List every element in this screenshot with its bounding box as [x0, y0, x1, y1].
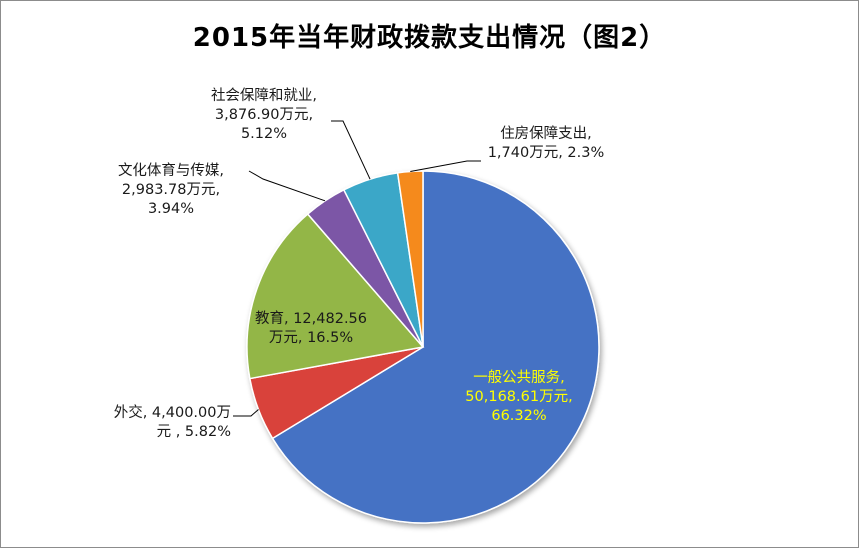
label-line: 外交, 4,400.00万: [113, 405, 231, 421]
label-line: 文化体育与传媒,: [117, 163, 225, 179]
label-line: 住房保障支出,: [500, 126, 592, 142]
chart-title: 2015年当年财政拨款支出情况（图2）: [192, 23, 667, 53]
label-line: 3,876.90万元,: [214, 107, 314, 123]
label-line: 66.32%: [491, 408, 547, 424]
pie-slice-住房保障支出: [396, 170, 424, 348]
pie-slice-一般公共服务: [271, 170, 600, 524]
label-line: 2,983.78万元,: [121, 182, 221, 198]
label-line: 50,168.61万元,: [465, 389, 573, 405]
label-教育: 教育, 12,482.56 万元, 16.5%: [241, 310, 381, 348]
label-外交: 外交, 4,400.00万 元 , 5.82%: [61, 404, 231, 442]
label-一般公共服务: 一般公共服务, 50,168.61万元, 66.32%: [439, 369, 599, 426]
leader-line-文化体育与传媒: [248, 170, 326, 202]
label-社会保障和就业: 社会保障和就业, 3,876.90万元, 5.12%: [189, 87, 339, 144]
label-line: 1,740万元, 2.3%: [487, 145, 605, 161]
label-文化体育与传媒: 文化体育与传媒, 2,983.78万元, 3.94%: [96, 162, 246, 219]
label-line: 元 , 5.82%: [156, 424, 231, 440]
leader-line-社会保障和就业: [331, 120, 371, 180]
pie-slice-教育: [246, 212, 425, 380]
label-line: 万元, 16.5%: [268, 330, 354, 346]
label-line: 一般公共服务,: [473, 370, 565, 386]
leader-line-住房保障支出: [410, 160, 481, 172]
label-line: 3.94%: [147, 201, 195, 217]
label-line: 5.12%: [240, 126, 288, 142]
label-line: 教育, 12,482.56: [254, 311, 367, 327]
label-line: 社会保障和就业,: [210, 88, 318, 104]
label-住房保障支出: 住房保障支出, 1,740万元, 2.3%: [471, 125, 621, 163]
leader-line-外交: [233, 409, 259, 417]
